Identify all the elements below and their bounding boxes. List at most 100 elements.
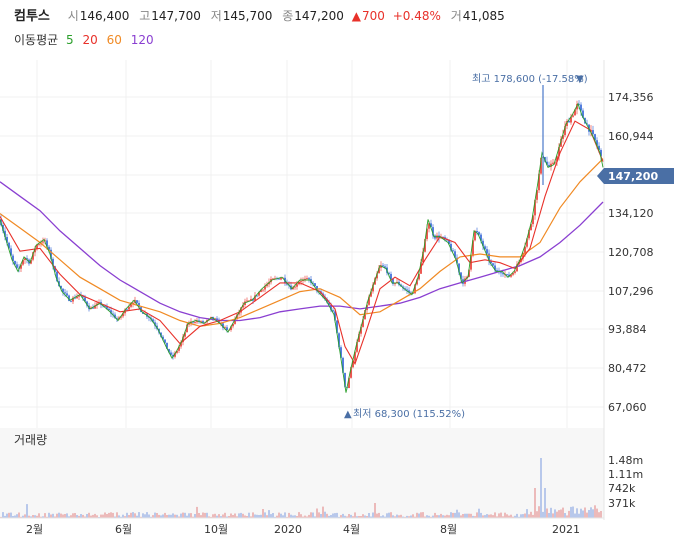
x-tick: 2월 <box>26 523 43 536</box>
candle-body <box>182 336 184 343</box>
candle-body <box>308 278 310 280</box>
volume-bar <box>310 512 312 518</box>
volume-bar <box>28 515 30 518</box>
volume-bar <box>270 514 272 518</box>
candle-body <box>332 310 334 312</box>
volume-bar <box>160 515 162 518</box>
price-tick: 80,472 <box>608 362 647 375</box>
candle-body <box>202 321 204 324</box>
candle-body <box>180 342 182 347</box>
volume-bar <box>280 513 282 518</box>
volume-bar <box>548 513 550 518</box>
volume-tick: 371k <box>608 497 636 510</box>
candle-body <box>530 224 532 230</box>
candle-body <box>524 246 526 253</box>
volume-bar <box>116 512 118 518</box>
candle-body <box>268 282 270 285</box>
volume-bar <box>338 516 340 518</box>
volume-bar <box>510 514 512 518</box>
volume-bar <box>90 515 92 518</box>
volume-bar <box>114 516 116 518</box>
volume-bar <box>474 516 476 518</box>
change-up-icon: ▲ <box>351 9 361 23</box>
volume-bar <box>426 515 428 518</box>
ma-period-5[interactable]: 5 <box>66 33 74 47</box>
volume-bar <box>54 516 56 518</box>
candle-body <box>12 255 14 261</box>
candle-body <box>388 272 390 274</box>
candle-body <box>576 104 578 110</box>
volume-bar <box>584 507 586 518</box>
volume-bar <box>298 512 300 518</box>
volume-bar <box>24 514 26 518</box>
volume-bar <box>486 514 488 518</box>
volume-bar <box>446 514 448 518</box>
candle-body <box>580 104 582 111</box>
volume-bar <box>516 513 518 518</box>
volume-bar <box>590 507 592 518</box>
volume-bar <box>130 512 132 518</box>
volume-bar <box>598 512 600 518</box>
volume-bar <box>546 508 548 518</box>
candle-body <box>218 319 220 324</box>
volume-bar <box>358 516 360 518</box>
candle-body <box>406 289 408 291</box>
volume-bar <box>12 516 14 518</box>
candle-body <box>404 288 406 290</box>
volume-bar <box>126 512 128 518</box>
ma-period-60[interactable]: 60 <box>106 33 122 47</box>
volume-bar <box>380 516 382 518</box>
candle-body <box>586 123 588 125</box>
candle-body <box>374 278 376 285</box>
candle-body <box>6 237 8 243</box>
candle-body <box>264 286 266 290</box>
candle-body <box>32 252 34 260</box>
candle-body <box>138 303 140 308</box>
price-tick: 67,060 <box>608 401 647 414</box>
candle-body <box>574 109 576 116</box>
candle-body <box>22 260 24 265</box>
x-tick: 10월 <box>204 523 228 536</box>
candle-body <box>2 225 4 231</box>
volume-bar <box>0 516 2 518</box>
price-tick: 160,944 <box>608 130 654 143</box>
candle-body <box>166 342 168 349</box>
candle-body <box>246 300 248 302</box>
candle-body <box>506 274 508 275</box>
candle-body <box>46 240 48 247</box>
volume-bars <box>0 458 602 518</box>
candle-body <box>60 286 62 289</box>
ma20-line <box>0 120 604 366</box>
volume-value: 41,085 <box>462 9 505 23</box>
volume-bar <box>232 515 234 518</box>
candle-body <box>358 333 360 342</box>
candle-body <box>448 239 450 244</box>
volume-bar <box>222 514 224 518</box>
volume-bar <box>48 512 50 518</box>
volume-bar <box>366 516 368 518</box>
volume-bar <box>152 515 154 518</box>
ma-period-120[interactable]: 120 <box>130 33 154 47</box>
candle-body <box>214 318 216 320</box>
candle-body <box>226 327 228 331</box>
volume-bar <box>218 514 220 518</box>
price-grid <box>0 96 604 408</box>
candle-body <box>458 263 460 273</box>
candle-body <box>168 349 170 353</box>
ma-period-20[interactable]: 20 <box>82 33 98 47</box>
volume-bar <box>170 514 172 518</box>
candle-body <box>534 199 536 216</box>
volume-bar <box>184 512 186 518</box>
volume-bar <box>332 513 334 518</box>
volume-bar <box>78 515 80 518</box>
candle-body <box>104 306 106 307</box>
volume-bar <box>60 513 62 518</box>
volume-label: 거 <box>450 9 462 23</box>
candle-body <box>412 293 414 294</box>
volume-bar <box>164 512 166 518</box>
candle-body <box>34 248 36 253</box>
candle-body <box>26 258 28 260</box>
volume-bar <box>346 516 348 518</box>
candle-body <box>260 289 262 292</box>
